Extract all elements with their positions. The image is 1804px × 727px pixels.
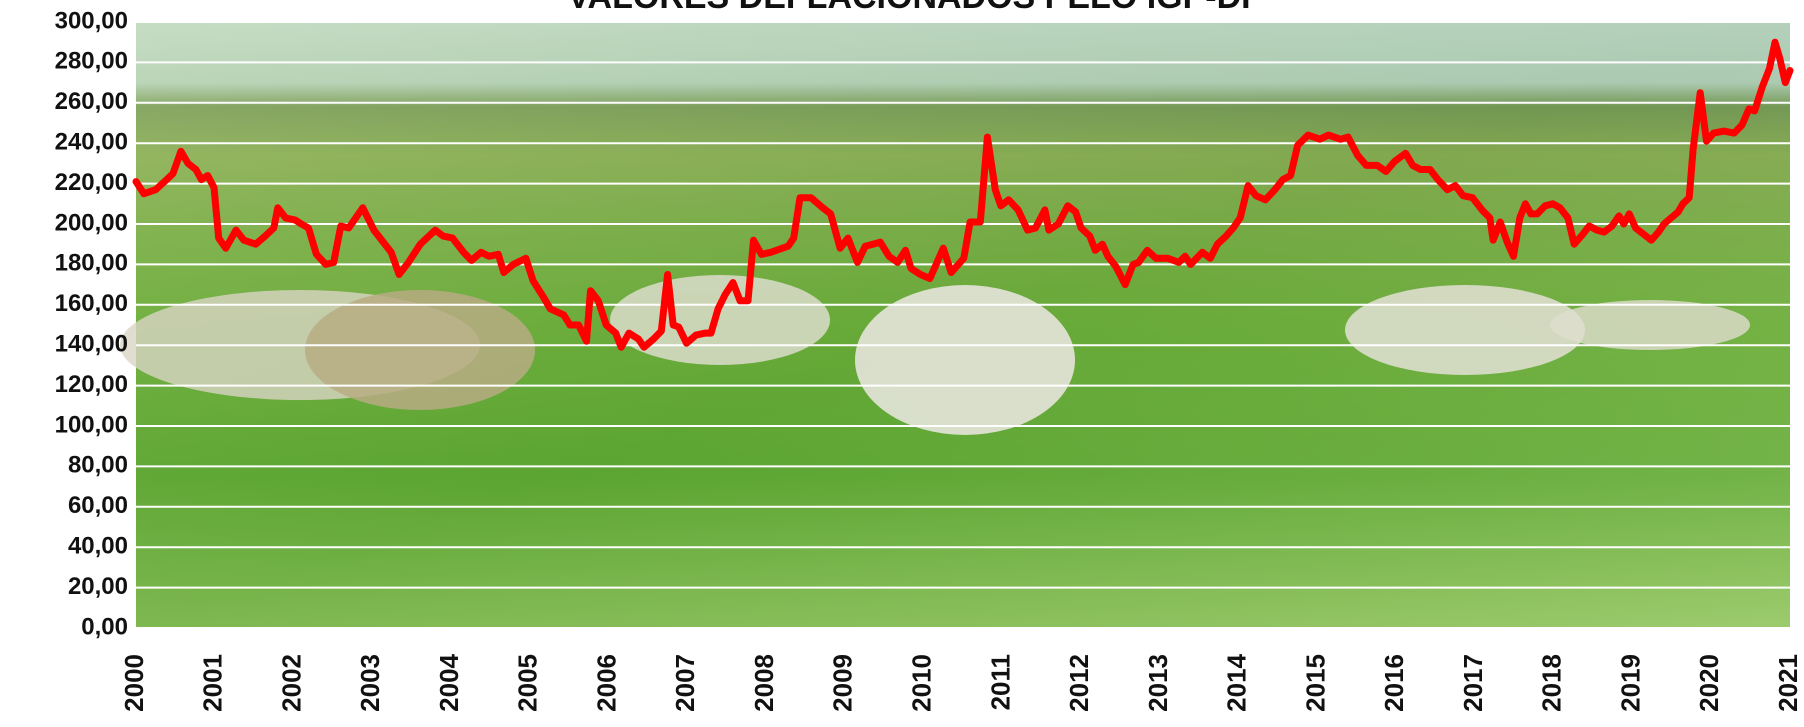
x-tick-label: 2009	[828, 654, 858, 712]
y-tick-label: 220,00	[55, 169, 128, 196]
y-tick-label: 200,00	[55, 209, 128, 236]
x-tick-label: 2021	[1773, 654, 1803, 712]
x-tick-label: 2015	[1300, 654, 1330, 712]
y-tick-label: 180,00	[55, 250, 128, 277]
chart-title: VALORES DEFLACIONADOS PELO IGP-DI	[567, 0, 1250, 16]
y-tick-label: 240,00	[55, 129, 128, 156]
y-tick-label: 300,00	[55, 7, 128, 34]
x-tick-label: 2002	[276, 654, 306, 712]
x-tick-label: 2013	[1143, 654, 1173, 712]
x-tick-label: 2020	[1694, 654, 1724, 712]
x-tick-label: 2018	[1537, 654, 1567, 712]
y-tick-label: 160,00	[55, 290, 128, 317]
y-tick-label: 0,00	[81, 613, 128, 640]
x-tick-label: 2001	[198, 654, 228, 712]
y-tick-label: 40,00	[68, 533, 128, 560]
x-tick-label: 2005	[513, 654, 543, 712]
y-tick-label: 120,00	[55, 371, 128, 398]
background-photo	[120, 22, 1790, 628]
x-tick-label: 2011	[985, 654, 1015, 710]
x-tick-label: 2017	[1458, 654, 1488, 712]
y-tick-label: 100,00	[55, 411, 128, 438]
x-tick-label: 2000	[119, 654, 149, 712]
y-tick-label: 260,00	[55, 88, 128, 115]
y-tick-label: 280,00	[55, 48, 128, 75]
x-tick-label: 2010	[906, 654, 936, 712]
page: {"chart_data": { "type": "line", "title"…	[0, 0, 1804, 727]
y-tick-label: 60,00	[68, 492, 128, 519]
y-tick-label: 80,00	[68, 452, 128, 479]
x-tick-label: 2004	[434, 653, 464, 711]
chart: 0,00 20,00 40,00 60,00 80,00 100,00 120,00 140,…	[0, 0, 1804, 727]
x-tick-label: 2012	[1064, 654, 1094, 712]
x-tick-label: 2016	[1379, 654, 1409, 712]
y-tick-label: 20,00	[68, 573, 128, 600]
x-tick-label: 2007	[670, 654, 700, 712]
y-tick-label: 140,00	[55, 331, 128, 358]
x-tick-label: 2003	[355, 654, 385, 712]
x-tick-label: 2006	[591, 654, 621, 712]
x-tick-label: 2008	[749, 654, 779, 712]
x-tick-label: 2014	[1222, 653, 1252, 711]
x-tick-label: 2019	[1615, 654, 1645, 712]
